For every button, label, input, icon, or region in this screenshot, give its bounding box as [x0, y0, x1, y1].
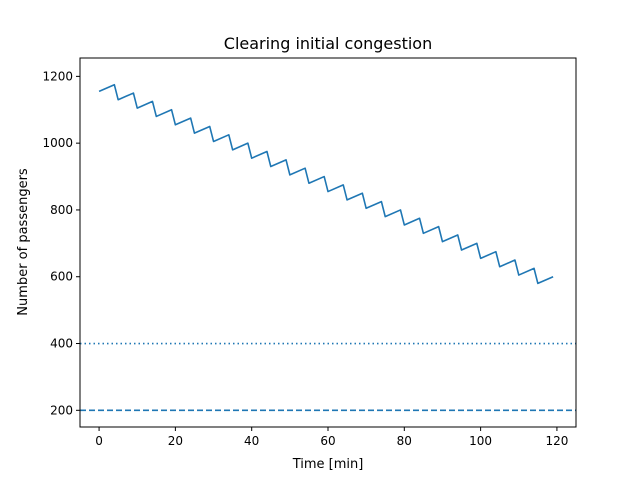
y-tick-label: 800: [50, 203, 73, 217]
y-tick-label: 1200: [42, 69, 73, 83]
x-tick-label: 120: [545, 434, 568, 448]
x-tick-label: 0: [95, 434, 103, 448]
x-axis-label: Time [min]: [292, 457, 364, 472]
y-tick-label: 200: [50, 403, 73, 417]
x-tick-label: 60: [320, 434, 335, 448]
x-axis: 0 20 40 60 80 100 120: [95, 427, 568, 448]
x-tick-label: 100: [469, 434, 492, 448]
series-line-0: [98, 83, 554, 285]
x-tick-label: 80: [397, 434, 412, 448]
y-axis-label: Number of passengers: [16, 168, 31, 316]
axes-frame: [79, 57, 577, 428]
y-tick-label: 1000: [42, 136, 73, 150]
y-tick-label: 400: [50, 337, 73, 351]
chart-title: Clearing initial congestion: [224, 34, 432, 53]
x-tick-label: 40: [244, 434, 259, 448]
plot-area: [79, 57, 577, 428]
y-tick-label: 600: [50, 270, 73, 284]
y-axis: 200 400 600 800 1000 1200: [42, 69, 80, 417]
x-tick-label: 20: [168, 434, 183, 448]
